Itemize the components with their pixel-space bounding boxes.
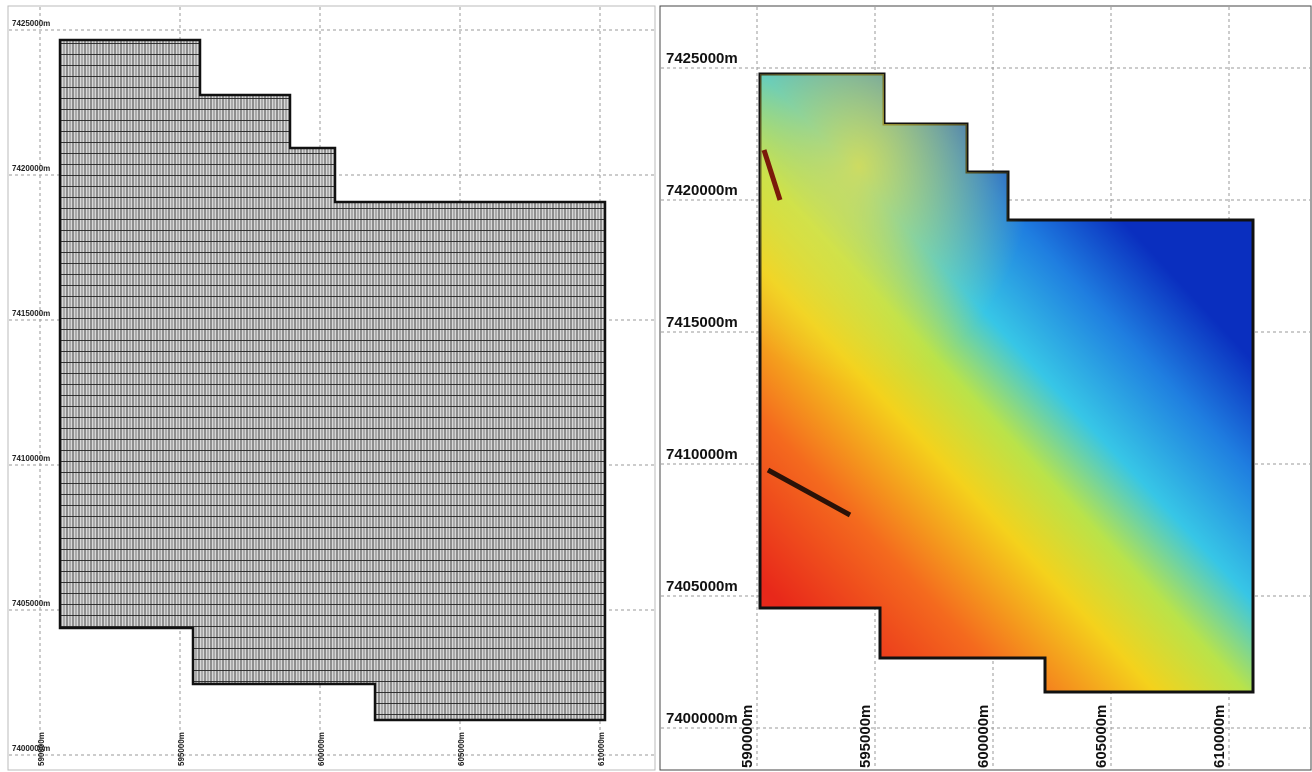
- x-tick-label: 605000m: [1093, 705, 1110, 768]
- y-tick-label: 7425000m: [666, 50, 738, 67]
- y-tick-label: 7420000m: [666, 182, 738, 199]
- left-panel: 7425000m 7420000m 7415000m 7410000m 7405000m…: [8, 6, 655, 770]
- x-tick-label: 610000m: [1211, 705, 1228, 768]
- x-tick-label: 595000m: [177, 732, 186, 766]
- x-tick-label: 590000m: [37, 732, 46, 766]
- x-tick-label: 600000m: [975, 705, 992, 768]
- y-tick-label: 7420000m: [12, 164, 50, 173]
- y-tick-label: 7415000m: [12, 309, 50, 318]
- x-tick-label: 600000m: [317, 732, 326, 766]
- y-tick-label: 7425000m: [12, 19, 50, 28]
- y-tick-label: 7405000m: [12, 599, 50, 608]
- x-tick-label: 595000m: [857, 705, 874, 768]
- map-screenshot: 7425000m 7420000m 7415000m 7410000m 7405000m…: [0, 0, 1312, 772]
- y-tick-label: 7405000m: [666, 578, 738, 595]
- x-tick-label: 610000m: [597, 732, 606, 766]
- y-tick-label: 7415000m: [666, 314, 738, 331]
- y-tick-label: 7410000m: [666, 446, 738, 463]
- x-tick-label: 605000m: [457, 732, 466, 766]
- right-panel: 7425000m 7420000m 7415000m 7410000m 7405000m…: [660, 6, 1311, 770]
- x-tick-label: 590000m: [739, 705, 756, 768]
- y-tick-label: 7400000m: [666, 710, 738, 727]
- y-tick-label: 7410000m: [12, 454, 50, 463]
